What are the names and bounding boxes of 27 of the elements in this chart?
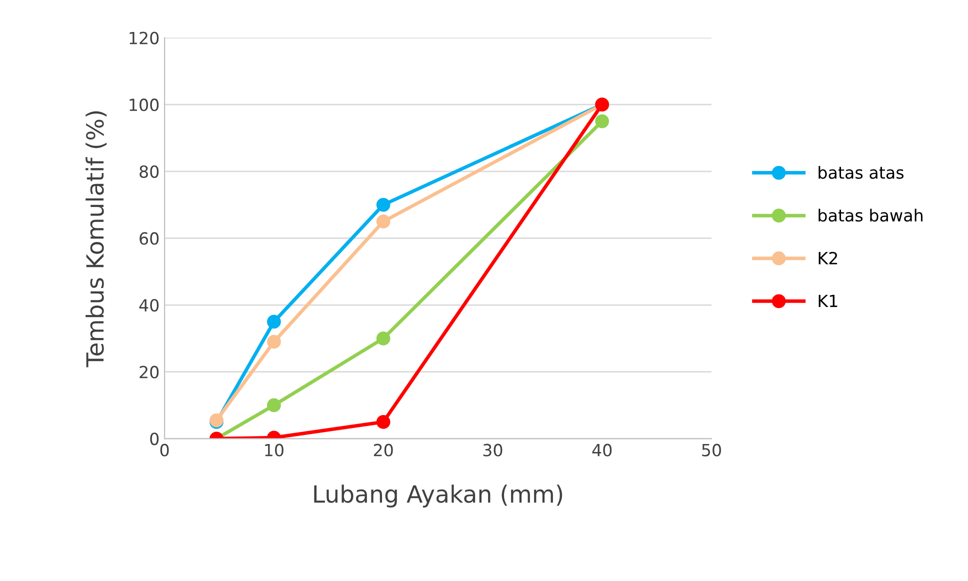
y-tick-label: 40: [139, 298, 159, 312]
x-tick-label: 20: [374, 444, 393, 456]
y-tick-label: 0: [150, 432, 159, 446]
y-tick-label: 60: [140, 232, 159, 245]
legend-label: K2: [818, 252, 838, 264]
y-tick-label: 100: [130, 98, 159, 112]
y-tick-label: 80: [140, 165, 159, 178]
x-tick-label: 50: [702, 444, 721, 456]
point: [376, 214, 390, 228]
x-tick-label: 40: [592, 444, 612, 456]
legend-label: batas atas: [818, 166, 904, 179]
x-tick-label: 0: [160, 444, 169, 456]
legend-label: K1: [818, 294, 838, 308]
point: [267, 334, 281, 349]
x-tick-label: 30: [483, 444, 502, 456]
point: [376, 198, 390, 212]
x-axis-title: Lubang Ayakan (mm): [314, 484, 562, 508]
y-tick-label: 20: [140, 366, 159, 378]
point: [376, 415, 390, 429]
point: [595, 114, 610, 128]
x-tick-label: 10: [265, 444, 284, 456]
point: [376, 331, 390, 346]
y-tick-label: 120: [130, 32, 159, 44]
legend-label: batas bawah: [818, 208, 922, 222]
point: [267, 398, 281, 412]
y-axis-title: Tembus Komulatif (%): [86, 111, 107, 368]
point: [267, 314, 281, 329]
